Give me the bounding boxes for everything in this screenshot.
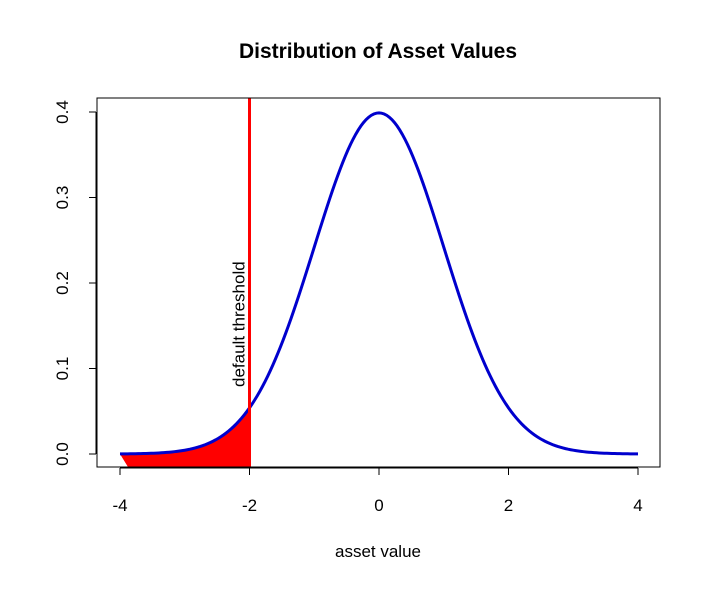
shaded-region-layer xyxy=(120,407,250,467)
y-tick-label: 0.3 xyxy=(53,186,72,210)
chart-title: Distribution of Asset Values xyxy=(239,40,517,63)
plot-frame xyxy=(96,97,661,468)
x-axis: -4 -2 0 2 4 xyxy=(112,467,643,515)
y-tick-label: 0.0 xyxy=(53,442,72,466)
x-tick-label: -2 xyxy=(242,496,257,515)
y-tick-label: 0.4 xyxy=(53,100,72,124)
x-tick-label: 4 xyxy=(633,496,642,515)
density-curve-layer xyxy=(119,111,639,456)
x-tick-label: -4 xyxy=(112,496,127,515)
shaded-tail-area xyxy=(120,407,250,467)
density-curve xyxy=(119,111,639,456)
y-tick-label: 0.1 xyxy=(53,357,72,381)
threshold-layer: default threshold xyxy=(230,98,251,467)
x-tick-label: 2 xyxy=(504,496,513,515)
threshold-label: default threshold xyxy=(230,261,249,387)
y-axis: 0.0 0.1 0.2 0.3 0.4 xyxy=(53,100,97,466)
y-tick-label: 0.2 xyxy=(53,271,72,295)
x-axis-label: asset value xyxy=(335,542,421,561)
x-tick-label: 0 xyxy=(374,496,383,515)
